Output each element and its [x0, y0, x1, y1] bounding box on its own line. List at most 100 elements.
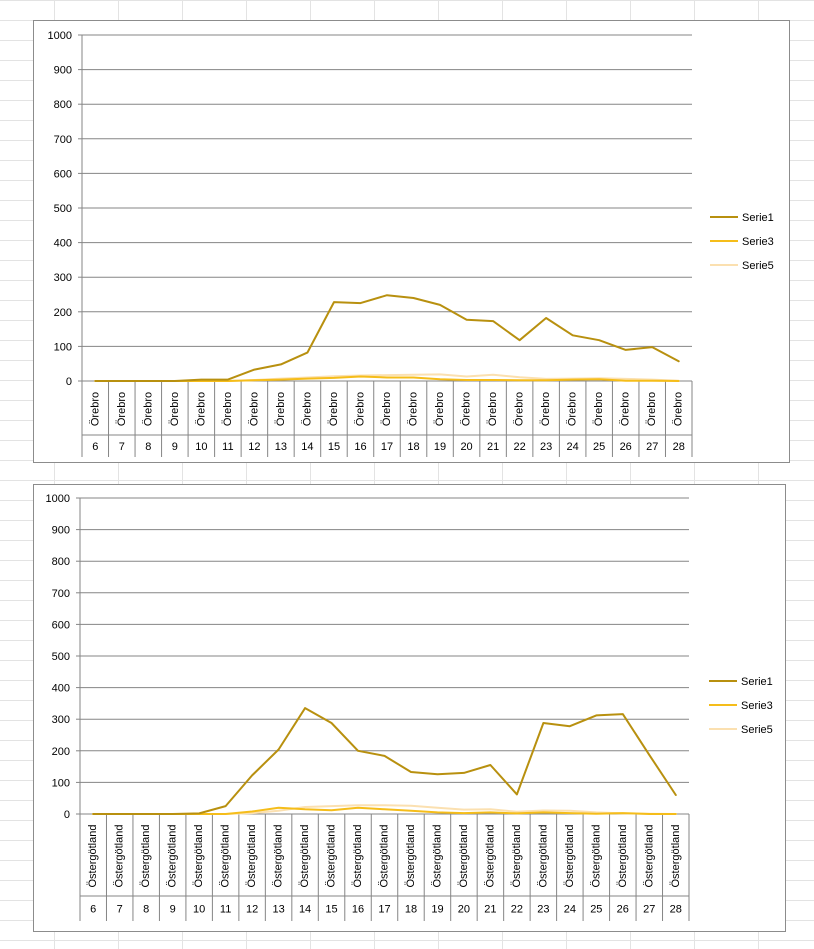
y-tick-label: 500 — [54, 203, 72, 215]
x-category-number-label: 22 — [513, 441, 525, 453]
x-category-region-label: Östergötland — [326, 825, 338, 888]
x-category-region-label: Örebro — [646, 392, 658, 426]
x-category-number-label: 13 — [272, 904, 284, 916]
x-category-region-label: Örebro — [673, 392, 685, 426]
x-category-region-label: Örebro — [89, 392, 101, 426]
x-category-region-label: Örebro — [408, 392, 420, 426]
x-category-number-label: 18 — [407, 441, 419, 453]
x-category-region-label: Östergötland — [114, 825, 126, 888]
x-category-number-label: 15 — [328, 441, 340, 453]
x-category-number-label: 18 — [405, 904, 417, 916]
x-category-number-label: 7 — [119, 441, 125, 453]
x-category-region-label: Östergötland — [431, 825, 443, 888]
x-category-region-label: Östergötland — [352, 825, 364, 888]
legend-label-serie1: Serie1 — [741, 676, 773, 688]
y-tick-label: 0 — [64, 809, 70, 821]
y-tick-label: 400 — [52, 683, 70, 695]
x-category-region-label: Örebro — [487, 392, 499, 426]
x-category-region-label: Östergötland — [590, 825, 602, 888]
y-tick-label: 600 — [52, 619, 70, 631]
x-category-number-label: 20 — [458, 904, 470, 916]
x-category-region-label: Örebro — [222, 392, 234, 426]
y-tick-label: 200 — [54, 307, 72, 319]
x-category-number-label: 11 — [222, 441, 233, 453]
x-category-number-label: 17 — [381, 441, 393, 453]
y-tick-label: 1000 — [46, 493, 70, 505]
x-category-number-label: 25 — [590, 904, 602, 916]
x-category-region-label: Örebro — [301, 392, 313, 426]
y-tick-label: 900 — [52, 525, 70, 537]
chart-panel-orebro: 0 100 200 300 400 500 600 700 800 900 1000 Örebro 6 Ö… — [33, 20, 790, 463]
y-tick-label: 600 — [54, 168, 72, 180]
y-tick-label: 0 — [66, 376, 72, 388]
y-tick-label: 1000 — [48, 30, 72, 42]
x-category-region-label: Östergötland — [299, 825, 311, 888]
x-category-number-label: 19 — [431, 904, 443, 916]
line-chart-ostergotland: 0 100 200 300 400 500 600 700 800 900 1000 Östergöt… — [46, 493, 773, 921]
y-tick-label: 900 — [54, 65, 72, 77]
y-tick-label: 200 — [52, 746, 70, 758]
y-tick-label: 700 — [54, 134, 72, 146]
x-category-number-label: 21 — [484, 904, 496, 916]
x-category-number-label: 13 — [275, 441, 287, 453]
x-category-number-label: 10 — [195, 441, 207, 453]
x-category-region-label: Örebro — [142, 392, 154, 426]
x-category-region-label: Örebro — [620, 392, 632, 426]
line-chart-orebro: 0 100 200 300 400 500 600 700 800 900 1000 Örebro 6 Ö… — [48, 30, 774, 457]
x-category-region-label: Örebro — [328, 392, 340, 426]
x-category-number-label: 26 — [620, 441, 632, 453]
x-category-number-label: 14 — [299, 904, 311, 916]
x-category-number-label: 16 — [352, 904, 364, 916]
x-category-number-label: 28 — [670, 904, 682, 916]
legend-label-serie3: Serie3 — [741, 700, 773, 712]
x-category-number-label: 19 — [434, 441, 446, 453]
x-category-number-label: 8 — [145, 441, 151, 453]
x-category-number-label: 24 — [564, 904, 576, 916]
x-category-region-label: Örebro — [169, 392, 181, 426]
chart-panel-ostergotland: 0 100 200 300 400 500 600 700 800 900 1000 Östergöt… — [33, 484, 786, 932]
x-category-region-label: Östergötland — [193, 825, 205, 888]
x-category-region-label: Örebro — [275, 392, 287, 426]
x-category-region-label: Östergötland — [617, 825, 629, 888]
x-category-number-label: 6 — [90, 904, 96, 916]
x-category-number-label: 26 — [617, 904, 629, 916]
x-category-number-label: 11 — [220, 904, 231, 916]
x-category-number-label: 9 — [172, 441, 178, 453]
x-category-number-label: 24 — [567, 441, 579, 453]
x-category-number-label: 27 — [646, 441, 658, 453]
legend-label-serie5: Serie5 — [741, 724, 773, 736]
y-tick-label: 100 — [54, 341, 72, 353]
x-category-number-label: 10 — [193, 904, 205, 916]
x-category-number-label: 17 — [378, 904, 390, 916]
x-category-number-label: 16 — [354, 441, 366, 453]
x-category-region-label: Östergötland — [405, 825, 417, 888]
x-category-number-label: 12 — [248, 441, 260, 453]
x-category-number-label: 28 — [673, 441, 685, 453]
y-tick-label: 300 — [54, 272, 72, 284]
x-category-region-label: Örebro — [567, 392, 579, 426]
x-category-number-label: 15 — [325, 904, 337, 916]
series-line-serie1 — [92, 707, 677, 815]
legend-label-serie3: Serie3 — [742, 236, 774, 248]
x-category-region-label: Östergötland — [87, 825, 99, 888]
y-tick-label: 300 — [52, 714, 70, 726]
x-category-region-label: Östergötland — [273, 825, 285, 888]
legend-label-serie5: Serie5 — [742, 260, 774, 272]
series-line-serie1 — [94, 294, 680, 382]
y-tick-label: 800 — [52, 556, 70, 568]
x-category-region-label: Örebro — [116, 392, 128, 426]
x-category-region-label: Östergötland — [246, 825, 258, 888]
x-category-number-label: 27 — [643, 904, 655, 916]
legend-label-serie1: Serie1 — [742, 212, 774, 224]
x-category-region-label: Östergötland — [167, 825, 179, 888]
x-category-number-label: 9 — [170, 904, 176, 916]
x-category-region-label: Östergötland — [511, 825, 523, 888]
x-category-region-label: Östergötland — [537, 825, 549, 888]
x-category-number-label: 23 — [537, 904, 549, 916]
x-category-region-label: Östergötland — [484, 825, 496, 888]
x-category-region-label: Örebro — [540, 392, 552, 426]
x-category-region-label: Östergötland — [458, 825, 470, 888]
x-category-region-label: Örebro — [461, 392, 473, 426]
x-category-region-label: Örebro — [195, 392, 207, 426]
x-category-region-label: Örebro — [514, 392, 526, 426]
